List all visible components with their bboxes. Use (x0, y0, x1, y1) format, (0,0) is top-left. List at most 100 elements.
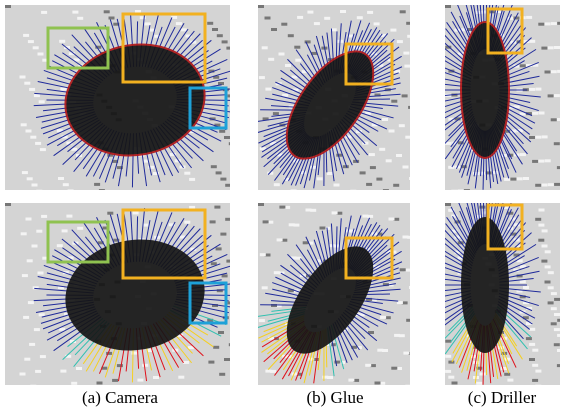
texture (510, 178, 516, 181)
texture (189, 178, 195, 181)
texture (274, 271, 280, 274)
texture (551, 307, 557, 310)
texture (322, 376, 328, 379)
texture (529, 343, 535, 346)
texture (222, 40, 228, 43)
texture (545, 22, 551, 25)
texture (59, 328, 65, 331)
texture (271, 28, 277, 31)
texture (520, 280, 526, 283)
texture (131, 352, 137, 355)
texture (551, 70, 557, 73)
texture (507, 379, 513, 382)
texture (374, 22, 380, 25)
object (461, 217, 509, 353)
texture (548, 46, 554, 49)
texture (445, 355, 451, 358)
texture (62, 229, 68, 232)
texture (106, 352, 112, 355)
texture (258, 203, 264, 206)
figure: (a) Camera (b) Glue (c) Driller (0, 0, 566, 412)
texture (532, 379, 538, 382)
texture (448, 376, 454, 379)
texture (548, 94, 554, 97)
texture (348, 379, 354, 382)
texture (557, 166, 563, 169)
texture (390, 29, 396, 32)
texture (554, 46, 560, 49)
texture (295, 59, 301, 62)
texture (382, 118, 388, 121)
texture (383, 189, 389, 192)
texture (366, 183, 372, 186)
texture (212, 28, 218, 31)
texture (137, 379, 143, 382)
texture (557, 334, 563, 337)
texture (24, 358, 30, 361)
texture (63, 183, 69, 186)
texture (184, 172, 190, 175)
texture (262, 46, 268, 49)
texture (386, 159, 392, 162)
texture (554, 298, 560, 301)
texture (66, 215, 72, 218)
texture (77, 17, 83, 20)
texture (554, 94, 560, 97)
texture (5, 5, 11, 8)
texture (532, 160, 538, 163)
texture (40, 148, 46, 151)
texture (140, 16, 146, 19)
texture (153, 376, 159, 379)
texture (409, 177, 415, 180)
texture (367, 11, 373, 14)
texture (458, 189, 464, 192)
texture (529, 358, 535, 361)
texture (60, 88, 66, 91)
texture (406, 22, 412, 25)
texture (448, 166, 454, 169)
texture (538, 224, 544, 227)
texture (334, 184, 340, 187)
texture (77, 227, 83, 230)
texture (396, 154, 402, 157)
texture (27, 259, 33, 262)
texture (183, 361, 189, 364)
texture (20, 76, 26, 79)
texture (297, 16, 303, 19)
texture (542, 184, 548, 187)
texture (445, 370, 451, 373)
texture (36, 230, 42, 233)
texture (58, 177, 64, 180)
texture (28, 40, 34, 43)
texture (532, 349, 538, 352)
caption: (a) Camera (30, 388, 210, 408)
texture (229, 343, 235, 346)
texture (213, 346, 219, 349)
texture (400, 268, 406, 271)
texture (557, 22, 563, 25)
texture (35, 370, 41, 373)
texture (34, 94, 40, 97)
texture (557, 364, 563, 367)
texture (274, 183, 280, 186)
texture (464, 189, 470, 192)
texture (554, 142, 560, 145)
texture (97, 382, 103, 385)
texture (526, 337, 532, 340)
texture (554, 343, 560, 346)
texture (291, 189, 297, 192)
texture (404, 65, 410, 68)
texture (263, 220, 269, 223)
texture (30, 136, 36, 139)
texture (557, 319, 563, 322)
texture (324, 17, 330, 20)
texture (40, 355, 46, 358)
texture (451, 190, 457, 193)
texture (225, 184, 231, 187)
texture (41, 215, 47, 218)
texture (265, 88, 271, 91)
texture (538, 239, 544, 242)
texture (380, 316, 386, 319)
texture (336, 154, 342, 157)
texture (39, 313, 45, 316)
